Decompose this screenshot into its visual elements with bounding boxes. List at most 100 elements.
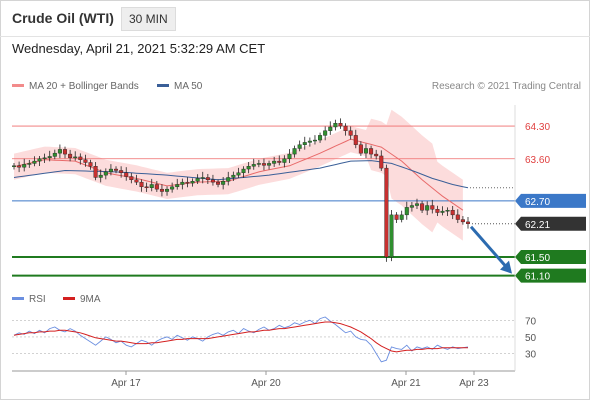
rsi-tick-label-30: 30 — [525, 350, 537, 361]
candle — [139, 179, 144, 192]
level-label-62.70: 62.70 — [525, 197, 550, 208]
candle — [287, 149, 292, 163]
candle — [11, 162, 16, 170]
candle-body — [226, 177, 231, 182]
candle-body — [154, 184, 159, 190]
candle — [282, 155, 287, 168]
candle-body — [348, 130, 353, 136]
candle-body — [78, 156, 83, 160]
legend-9ma-label: 9MA — [80, 294, 101, 305]
candle-body — [149, 184, 154, 188]
candle-body — [394, 214, 399, 220]
candle-body — [114, 168, 119, 171]
legend-rsi-label: RSI — [29, 294, 46, 305]
candle — [414, 198, 419, 210]
candle-body — [210, 179, 215, 183]
candle-body — [180, 181, 185, 185]
candle — [210, 174, 215, 186]
candle — [261, 158, 266, 171]
candle — [323, 126, 328, 141]
candle-body — [103, 171, 108, 176]
candle — [165, 186, 170, 196]
candle — [57, 144, 62, 159]
candle-body — [312, 139, 317, 142]
candle — [312, 135, 317, 145]
candle — [149, 178, 154, 192]
candle-body — [466, 221, 471, 224]
candle — [302, 136, 307, 150]
candle-body — [435, 209, 440, 213]
candle-body — [134, 179, 139, 183]
bollinger-swatch — [12, 83, 24, 87]
candle-body — [37, 158, 42, 162]
candle — [363, 143, 368, 159]
candle-body — [63, 149, 68, 155]
candle-body — [338, 123, 343, 127]
price-level-labels: 64.30 63.60 62.70 62.21 61.50 61.10 — [515, 122, 586, 283]
rsi-line — [13, 316, 469, 363]
candle-body — [139, 181, 144, 188]
candle-body — [17, 165, 22, 168]
candle — [37, 155, 42, 167]
candle-body — [47, 156, 52, 159]
candle-body — [430, 205, 435, 210]
candle-body — [52, 152, 57, 157]
candle-body — [420, 203, 425, 211]
candle — [195, 174, 200, 185]
candle-body — [98, 174, 103, 178]
candle — [73, 151, 78, 161]
candle — [27, 159, 32, 168]
candle — [399, 210, 404, 223]
level-tag-61.10 — [515, 268, 586, 283]
candle — [170, 182, 175, 193]
candle-body — [27, 163, 32, 165]
candle-body — [450, 209, 455, 216]
candle-body — [389, 214, 394, 258]
candle — [420, 200, 425, 213]
candle — [251, 158, 256, 170]
candle-body — [22, 164, 27, 168]
candle-body — [369, 148, 374, 155]
candle — [394, 212, 399, 224]
candle-body — [216, 181, 221, 185]
candle — [353, 129, 358, 149]
chart-datetime: Wednesday, April 21, 2021 5:32:29 AM CET — [12, 41, 266, 56]
candle-body — [277, 160, 282, 163]
candle — [124, 167, 129, 181]
candle — [292, 145, 297, 158]
candle-body — [409, 205, 414, 208]
candle-body — [93, 166, 98, 178]
candle — [108, 164, 113, 176]
candle-body — [261, 163, 266, 166]
candle — [216, 179, 221, 188]
candle — [272, 156, 277, 167]
candle-body — [190, 181, 195, 184]
ma50-line — [13, 160, 469, 189]
candle-body — [144, 186, 149, 189]
candle — [369, 145, 374, 159]
time-tick-label: Apr 21 — [391, 378, 421, 389]
candle — [103, 168, 108, 180]
candle — [404, 201, 409, 220]
time-tick-label: Apr 20 — [251, 378, 281, 389]
candle — [154, 180, 159, 192]
legend-rsi: RSI — [12, 294, 46, 305]
candle — [93, 162, 98, 181]
candle-body — [185, 181, 190, 184]
candle-body — [404, 207, 409, 216]
candle — [389, 209, 394, 262]
timeframe-badge[interactable]: 30 MIN — [121, 7, 176, 31]
rsi-panel: 70 50 30 — [12, 316, 537, 363]
price-levels-layer — [12, 125, 515, 277]
candle — [318, 132, 323, 143]
candle — [379, 150, 384, 171]
level-label-62.21: 62.21 — [525, 220, 550, 231]
candle-body — [363, 148, 368, 154]
candle-body — [287, 153, 292, 159]
candle — [88, 159, 93, 170]
candle — [241, 166, 246, 178]
candle — [52, 149, 57, 160]
level-label-63.60: 63.60 — [525, 155, 550, 166]
time-tick-label: Apr 17 — [111, 378, 141, 389]
candle-body — [384, 167, 389, 258]
